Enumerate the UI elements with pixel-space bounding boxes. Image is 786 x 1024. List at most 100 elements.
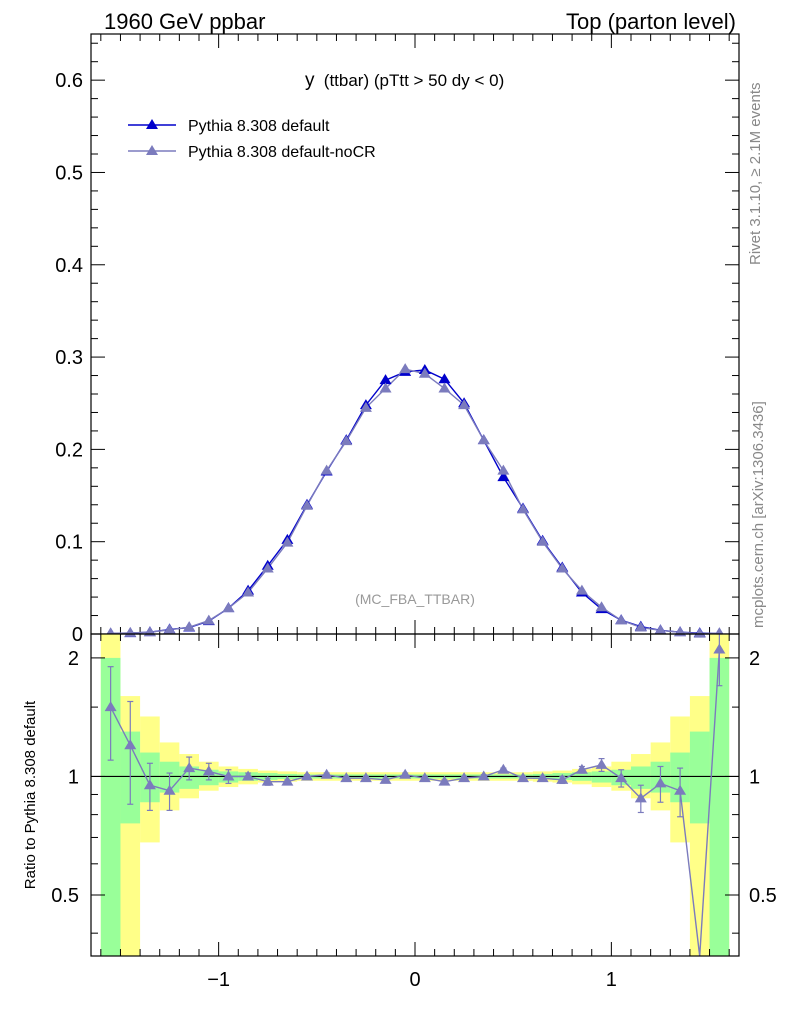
ratio-data-point bbox=[634, 792, 647, 803]
data-point-nocr bbox=[281, 536, 294, 547]
ratio-data-point bbox=[104, 701, 117, 712]
x-tick-label: 1 bbox=[606, 969, 617, 991]
data-point-nocr bbox=[320, 464, 333, 475]
y-tick-label: 0.4 bbox=[55, 255, 83, 277]
ratio-data-point bbox=[281, 775, 294, 786]
ratio-data-point bbox=[477, 770, 490, 781]
legend-marker-default bbox=[146, 119, 158, 129]
data-point-nocr bbox=[301, 499, 313, 510]
band-inner bbox=[709, 657, 730, 956]
data-point-default bbox=[379, 374, 392, 385]
ratio-data-point bbox=[340, 772, 353, 783]
ratio-data-point bbox=[556, 773, 569, 784]
y-tick-label: 0.2 bbox=[55, 439, 83, 461]
ratio-data-point bbox=[497, 763, 510, 774]
y-tick-label: 0 bbox=[72, 624, 83, 646]
ratio-series-line bbox=[109, 649, 721, 957]
data-point-nocr bbox=[615, 614, 628, 625]
data-point-nocr bbox=[497, 464, 510, 475]
ratio-data-point bbox=[458, 772, 471, 783]
ratio-data-point bbox=[615, 772, 628, 783]
ratio-data-point bbox=[536, 772, 549, 783]
ratio-data-point bbox=[379, 773, 392, 784]
ratio-y-tick-label: 0.5 bbox=[51, 885, 79, 907]
ratio-y-tick-label: 1 bbox=[68, 766, 79, 788]
data-point-nocr bbox=[183, 621, 196, 632]
ratio-data-point bbox=[713, 643, 726, 654]
analysis-watermark: (MC_FBA_TTBAR) bbox=[355, 591, 475, 607]
ratio-data-point bbox=[261, 775, 274, 786]
data-point-nocr bbox=[536, 535, 549, 546]
ratio-data-point bbox=[183, 762, 196, 773]
ratio-data-point bbox=[595, 758, 608, 769]
ratio-data-point bbox=[242, 770, 255, 781]
ratio-data-point bbox=[517, 772, 529, 783]
band-inner bbox=[100, 657, 121, 956]
main-series-lines bbox=[110, 368, 720, 635]
band-inner bbox=[631, 766, 651, 789]
ratio-data-point bbox=[320, 768, 333, 779]
data-point-nocr bbox=[222, 602, 235, 613]
ratio-series-points bbox=[104, 633, 726, 818]
ratio-data-point bbox=[654, 777, 667, 788]
ratio-y-tick-label-right: 2 bbox=[749, 648, 760, 670]
data-point-nocr bbox=[163, 623, 176, 634]
data-point-nocr bbox=[654, 624, 667, 635]
data-point-nocr bbox=[595, 601, 608, 612]
ratio-data-point bbox=[438, 775, 451, 786]
legend-label-nocr: Pythia 8.308 default-noCR bbox=[188, 144, 376, 161]
ratio-y-tick-label-right: 0.5 bbox=[749, 885, 777, 907]
ratio-data-point bbox=[124, 739, 137, 750]
data-point-default bbox=[497, 471, 510, 482]
ratio-line-nocr bbox=[109, 649, 721, 957]
data-point-nocr bbox=[693, 627, 706, 638]
series-line-nocr bbox=[110, 368, 720, 635]
data-point-nocr bbox=[242, 586, 255, 597]
ratio-data-point bbox=[143, 779, 156, 790]
data-point-nocr bbox=[124, 626, 137, 637]
ratio-axis-ticks: 0.5 0.5 1 1 2 2 −1 0 1 bbox=[51, 634, 777, 991]
data-point-nocr bbox=[634, 621, 647, 632]
ratio-y-tick-label: 2 bbox=[68, 648, 79, 670]
data-point-nocr bbox=[575, 584, 588, 595]
data-point-nocr bbox=[340, 435, 353, 446]
data-point-nocr bbox=[556, 562, 569, 573]
y-tick-label: 0.3 bbox=[55, 347, 83, 369]
plot-title: y (ttbar) (pTtt > 50 dy < 0) bbox=[305, 70, 504, 91]
data-point-nocr bbox=[379, 382, 392, 393]
mcplots-reference-label: mcplots.cern.ch [arXiv:1306.3436] bbox=[750, 401, 767, 628]
ratio-data-point bbox=[418, 772, 431, 783]
y-tick-label: 0.6 bbox=[55, 70, 83, 92]
ratio-data-point bbox=[399, 768, 412, 779]
data-point-nocr bbox=[438, 382, 451, 393]
y-tick-label: 0.1 bbox=[55, 532, 83, 554]
ratio-data-point bbox=[301, 770, 313, 781]
data-point-nocr bbox=[261, 562, 274, 573]
data-point-default bbox=[438, 373, 451, 384]
x-tick-label: −1 bbox=[207, 969, 230, 991]
legend: Pythia 8.308 default Pythia 8.308 defaul… bbox=[128, 118, 376, 161]
plot-title-main: y bbox=[305, 70, 315, 91]
ratio-panel-frame bbox=[90, 633, 740, 957]
ratio-data-point bbox=[674, 784, 687, 795]
ratio-y-tick-label-right: 1 bbox=[749, 766, 760, 788]
band-inner bbox=[689, 731, 710, 824]
y-tick-label: 0.5 bbox=[55, 162, 83, 184]
main-axis-ticks: 0 0.1 0.2 0.3 0.4 0.5 0.6 bbox=[55, 34, 739, 646]
ratio-data-point bbox=[163, 784, 176, 795]
legend-marker-nocr bbox=[146, 145, 158, 155]
data-point-nocr bbox=[359, 401, 372, 412]
header-energy-label: 1960 GeV ppbar bbox=[104, 9, 265, 34]
ratio-axis-label: Ratio to Pythia 8.308 default bbox=[22, 700, 39, 889]
data-point-nocr bbox=[517, 503, 529, 514]
ratio-data-point bbox=[222, 770, 235, 781]
data-point-nocr bbox=[477, 434, 490, 445]
data-point-nocr bbox=[202, 614, 215, 625]
data-point-nocr bbox=[399, 363, 412, 374]
plot-title-rest: (ttbar) (pTtt > 50 dy < 0) bbox=[324, 71, 504, 90]
ratio-data-point bbox=[202, 765, 215, 776]
rivet-version-label: Rivet 3.1.10, ≥ 2.1M events bbox=[747, 83, 764, 266]
header-process-label: Top (parton level) bbox=[566, 9, 736, 34]
x-tick-label: 0 bbox=[409, 969, 420, 991]
